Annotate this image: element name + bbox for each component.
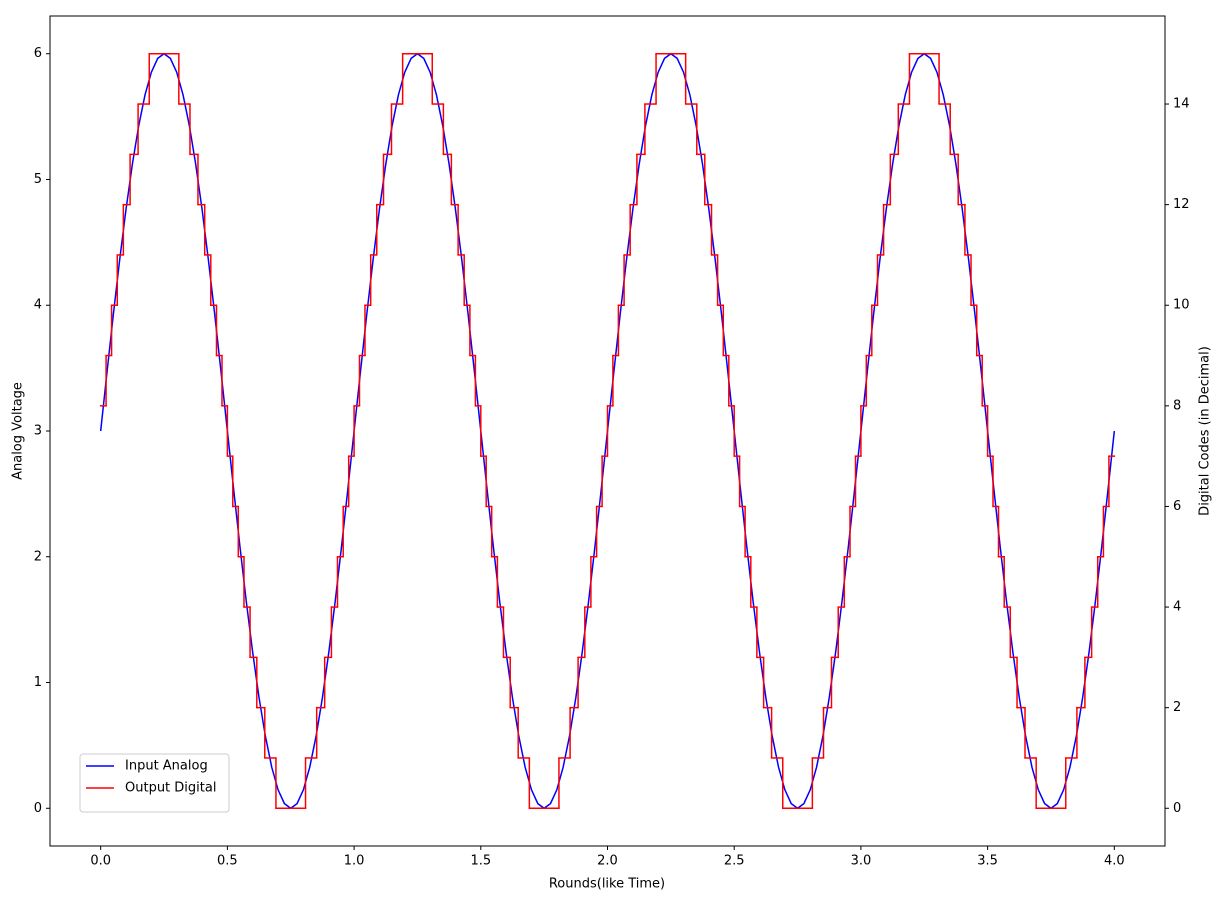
x-tick-label: 4.0	[1104, 854, 1125, 869]
y2-tick-label: 4	[1173, 600, 1181, 615]
y2-tick-label: 6	[1173, 499, 1181, 514]
y-tick-label: 1	[34, 675, 42, 690]
y2-tick-label: 12	[1173, 197, 1190, 212]
y2-tick-label: 8	[1173, 398, 1181, 413]
x-tick-label: 0.0	[90, 854, 111, 869]
legend-label: Output Digital	[125, 781, 216, 796]
y-tick-label: 0	[34, 801, 42, 816]
y-axis-label: Analog Voltage	[11, 382, 26, 480]
x-axis-label: Rounds(like Time)	[549, 877, 665, 892]
x-tick-label: 1.0	[344, 854, 365, 869]
x-tick-label: 0.5	[217, 854, 238, 869]
y-tick-label: 4	[34, 298, 42, 313]
legend-label: Input Analog	[125, 759, 208, 774]
y-tick-label: 2	[34, 549, 42, 564]
legend-box	[79, 753, 230, 813]
y2-tick-label: 10	[1173, 298, 1190, 313]
x-tick-label: 3.0	[851, 854, 872, 869]
x-tick-label: 2.0	[597, 854, 618, 869]
y2-axis-label: Digital Codes (in Decimal)	[1198, 346, 1213, 516]
x-tick-label: 1.5	[470, 854, 491, 869]
y-tick-label: 3	[34, 424, 42, 439]
y2-tick-label: 0	[1173, 801, 1181, 816]
y-tick-label: 6	[34, 46, 42, 61]
y2-tick-label: 14	[1173, 97, 1190, 112]
y-tick-label: 5	[34, 172, 42, 187]
y2-tick-label: 2	[1173, 700, 1181, 715]
x-tick-label: 2.5	[724, 854, 745, 869]
x-tick-label: 3.5	[977, 854, 998, 869]
